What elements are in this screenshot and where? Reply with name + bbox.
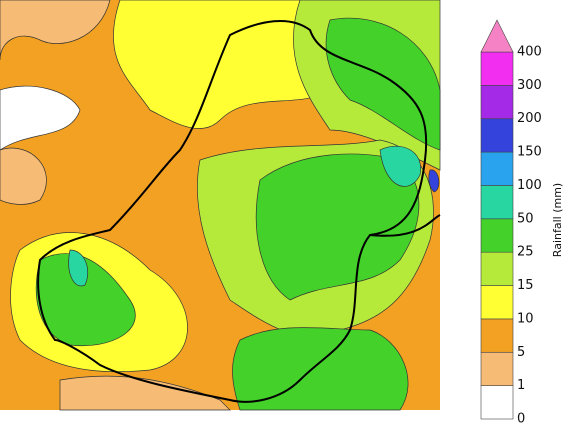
legend-label: 50 — [517, 211, 534, 226]
color-bin — [480, 351, 514, 386]
legend-label: 400 — [517, 45, 542, 60]
color-bin — [480, 318, 514, 353]
extreme-rain-area — [428, 169, 440, 193]
color-bin — [480, 285, 514, 320]
color-bin — [480, 85, 514, 120]
legend-label: 150 — [517, 145, 542, 160]
very-heavy-rain-area — [68, 249, 89, 287]
legend-label: 25 — [517, 245, 534, 260]
legend-label: 15 — [517, 278, 534, 293]
legend-label: 100 — [517, 178, 542, 193]
legend-label: 0 — [517, 412, 525, 427]
dry-area — [0, 85, 81, 151]
rainfall-map — [0, 0, 441, 411]
low-rain-area — [0, 0, 111, 61]
legend-label: 5 — [517, 345, 525, 360]
color-bin — [480, 118, 514, 153]
legend-label: 10 — [517, 311, 534, 326]
color-bin — [480, 251, 514, 286]
extend-triangle — [480, 19, 514, 53]
heavy-rain-area — [35, 253, 136, 347]
state-boundary — [369, 214, 441, 237]
legend-label: 200 — [517, 111, 542, 126]
color-bin — [480, 385, 514, 420]
heavy-rain-area — [255, 153, 420, 301]
heavy-rain-area — [232, 327, 409, 411]
low-rain-area — [0, 147, 47, 205]
legend-label: 300 — [517, 78, 542, 93]
color-bin — [480, 185, 514, 220]
very-heavy-rain-area — [379, 145, 421, 187]
color-bin — [480, 151, 514, 186]
color-bin — [480, 51, 514, 86]
state-boundary — [37, 19, 428, 403]
legend-title: Rainfall (mm) — [551, 183, 564, 257]
low-rain-area — [59, 375, 231, 411]
color-bin — [480, 218, 514, 253]
legend-label: 1 — [517, 378, 525, 393]
heavy-rain-area — [325, 17, 441, 151]
